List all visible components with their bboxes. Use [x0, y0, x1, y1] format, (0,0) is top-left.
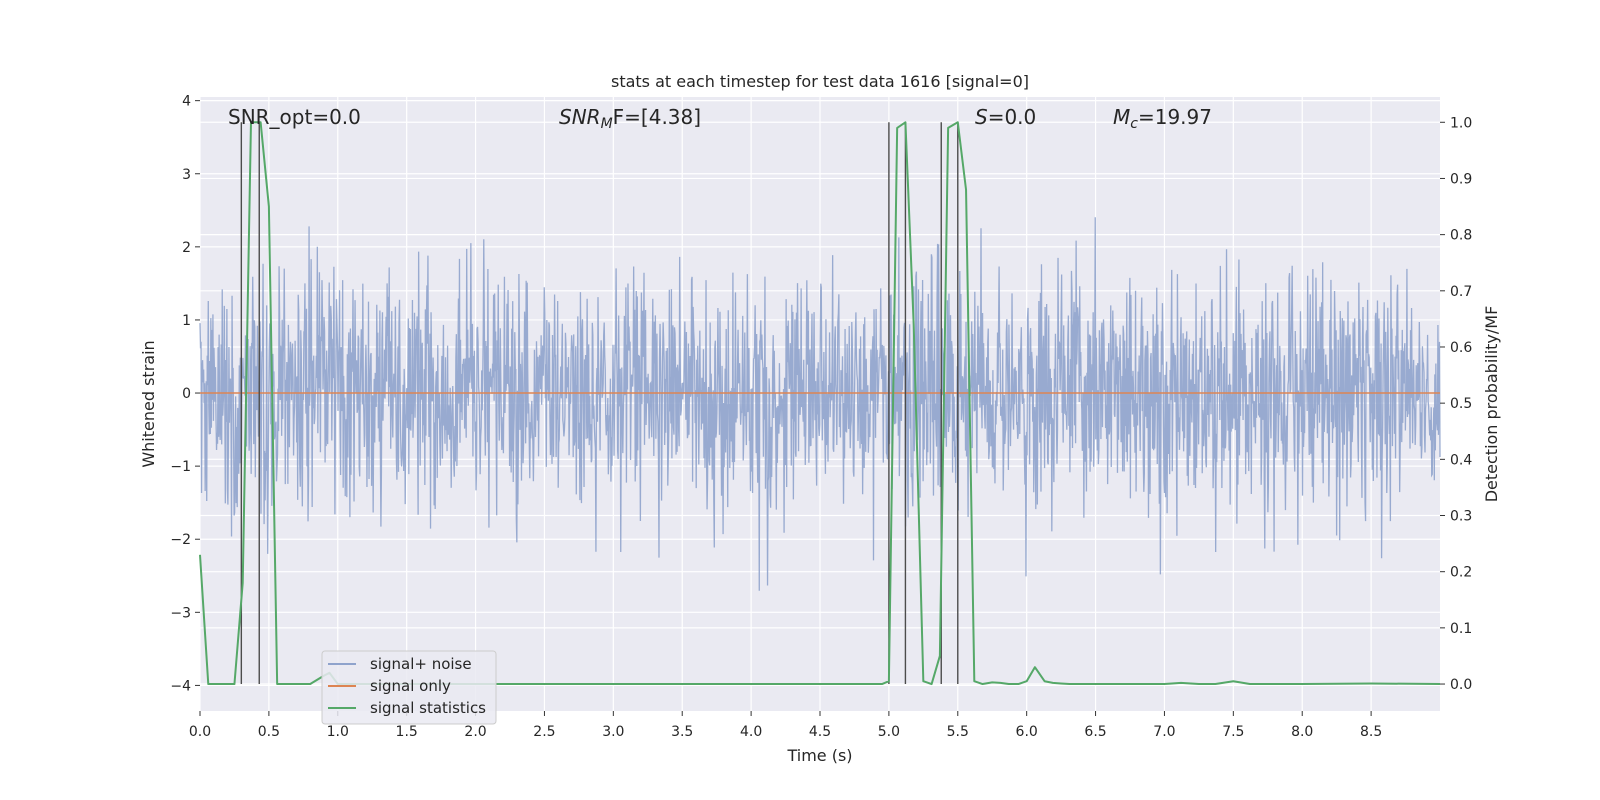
x-tick-label: 2.5 — [533, 724, 555, 740]
annotation-snr-mf-main: SNR — [559, 105, 601, 129]
legend-label-signal-noise: signal+ noise — [370, 655, 472, 673]
x-tick-label: 7.5 — [1222, 724, 1244, 740]
y-tick-label: 4 — [182, 94, 191, 110]
x-tick-label: 8.0 — [1291, 724, 1313, 740]
y2-tick-label: 0.4 — [1450, 452, 1472, 468]
x-tick-label: 0.5 — [258, 724, 280, 740]
x-tick-label: 3.0 — [602, 724, 624, 740]
axes: 0.0 0.5 1.0 1.5 2.0 2.5 3.0 3.5 4.0 4.5 5.0 5.5 6.0 6… — [170, 94, 1472, 740]
y-tick-label: −3 — [170, 605, 191, 621]
annotation-s-main: S — [975, 105, 988, 129]
y2-tick-label: 0.9 — [1450, 171, 1472, 187]
y-tick-label: 2 — [182, 240, 191, 256]
y-tick-label: 1 — [182, 313, 191, 329]
legend-box — [321, 650, 497, 725]
annotation-snr-mf-sub: M — [601, 116, 613, 132]
y2-tick-label: 0.1 — [1450, 621, 1472, 637]
x-tick-label: 4.5 — [809, 724, 831, 740]
x-tick-label: 1.5 — [396, 724, 418, 740]
legend-label-signal-only: signal only — [370, 677, 451, 695]
annotation-s-tail: =0.0 — [988, 105, 1037, 129]
y2-tick-label: 0.7 — [1450, 284, 1472, 300]
y-axis-label: Whitened strain — [139, 340, 158, 467]
x-tick-label: 7.0 — [1153, 724, 1175, 740]
x-tick-label: 0.0 — [189, 724, 211, 740]
annotation-mc: Mc=19.97 — [1113, 105, 1212, 132]
annotation-mc-sub: c — [1130, 116, 1138, 132]
y2-tick-label: 0.6 — [1450, 340, 1472, 356]
x-axis-label: Time (s) — [786, 746, 852, 765]
y2-tick-label: 0.5 — [1450, 396, 1472, 412]
y2-axis-label: Detection probability/MF — [1482, 306, 1501, 503]
x-tick-label: 1.0 — [327, 724, 349, 740]
signal-statistics-line — [199, 121, 1441, 686]
annotation-mc-tail: =19.97 — [1138, 105, 1212, 129]
annotation-snr-mf-tail: F=[4.38] — [613, 105, 701, 129]
y-tick-label: 3 — [182, 167, 191, 183]
y-tick-label: −1 — [170, 459, 191, 475]
y-tick-label: −2 — [170, 532, 191, 548]
x-tick-label: 6.5 — [1084, 724, 1106, 740]
annotation-snr-mf: SNRMF=[4.38] — [559, 105, 701, 132]
x-tick-label: 2.0 — [464, 724, 486, 740]
x-tick-label: 5.5 — [947, 724, 969, 740]
y2-tick-label: 0.8 — [1450, 228, 1472, 244]
annotation-mc-main: M — [1113, 105, 1130, 129]
y-tick-label: 0 — [182, 386, 191, 402]
x-tick-label: 3.5 — [671, 724, 693, 740]
x-tick-label: 4.0 — [740, 724, 762, 740]
y2-tick-label: 1.0 — [1450, 115, 1472, 131]
x-tick-label: 6.0 — [1016, 724, 1038, 740]
series-signal-statistics — [199, 121, 1441, 686]
x-tick-label: 8.5 — [1360, 724, 1382, 740]
legend: signal+ noise signal only signal statist… — [321, 650, 497, 725]
annotation-s: S=0.0 — [975, 105, 1036, 129]
y2-tick-label: 0.3 — [1450, 509, 1472, 525]
legend-label-signal-statistics: signal statistics — [370, 699, 486, 717]
x-tick-label: 5.0 — [878, 724, 900, 740]
y2-tick-label: 0.0 — [1450, 677, 1472, 693]
annotation-snr-opt: SNR_opt=0.0 — [228, 105, 361, 129]
y2-tick-label: 0.2 — [1450, 565, 1472, 581]
chart-title: stats at each timestep for test data 161… — [611, 72, 1029, 91]
y-tick-label: −4 — [170, 678, 191, 694]
